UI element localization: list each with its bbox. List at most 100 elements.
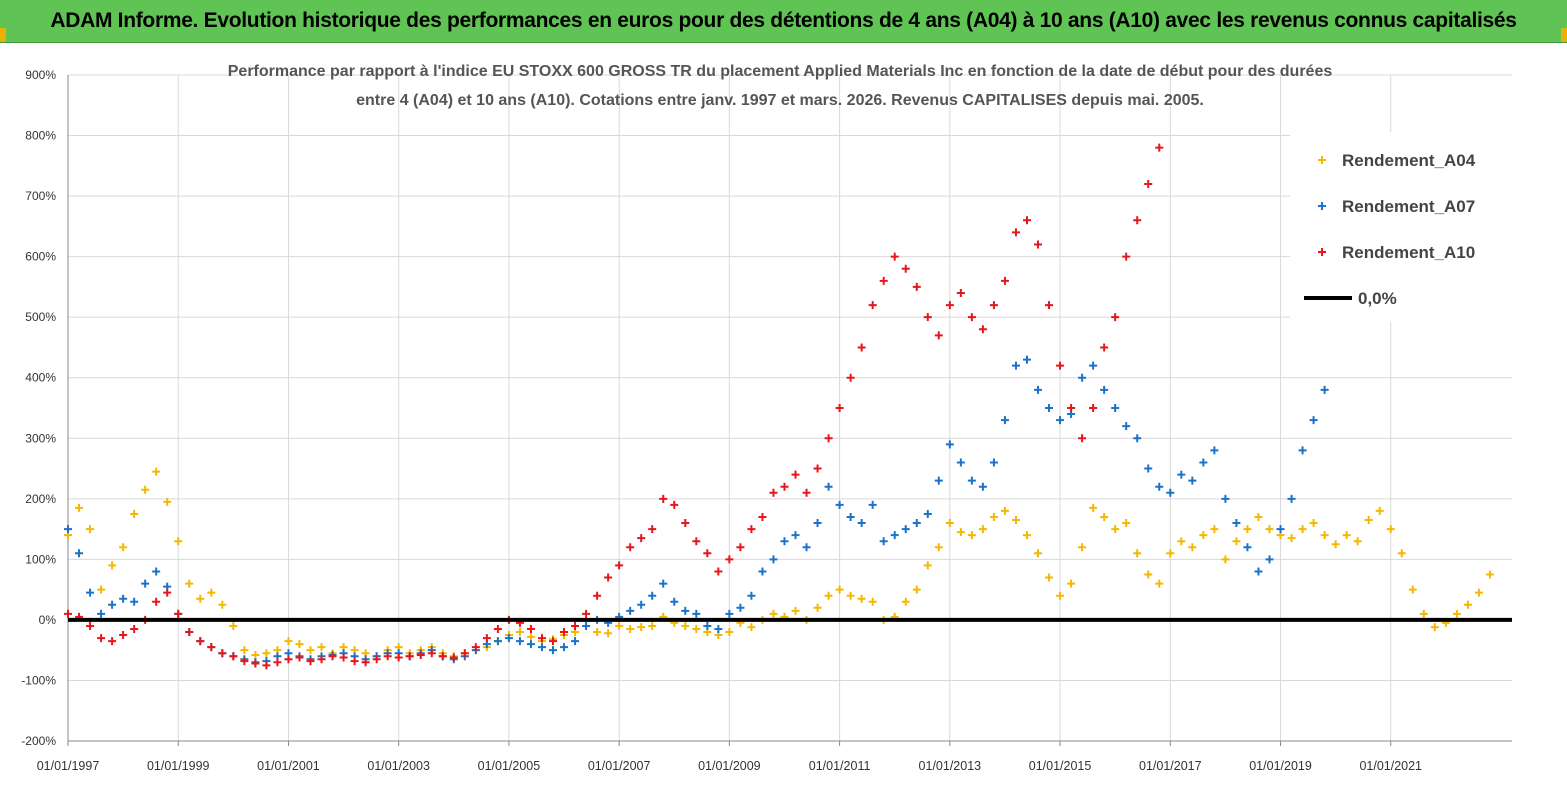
data-point bbox=[1166, 488, 1175, 497]
x-axis-ticks: 01/01/1997 01/01/1999 01/01/2001 01/01/2003… bbox=[37, 759, 1422, 773]
data-point bbox=[659, 494, 668, 503]
y-tick-label: 600% bbox=[25, 250, 56, 264]
data-point bbox=[923, 509, 932, 518]
data-point bbox=[1089, 503, 1098, 512]
x-tick-label: 01/01/2003 bbox=[367, 759, 430, 773]
x-tick-label: 01/01/2009 bbox=[698, 759, 761, 773]
data-point bbox=[802, 488, 811, 497]
data-point bbox=[185, 628, 194, 637]
data-point bbox=[196, 594, 205, 603]
x-tick-label: 01/01/2005 bbox=[478, 759, 541, 773]
data-point bbox=[1419, 609, 1428, 618]
data-point bbox=[1188, 476, 1197, 485]
data-point bbox=[295, 653, 304, 662]
data-point bbox=[813, 519, 822, 528]
data-point bbox=[1309, 519, 1318, 528]
data-point bbox=[549, 637, 558, 646]
data-point bbox=[956, 288, 965, 297]
data-point bbox=[119, 594, 128, 603]
data-point bbox=[626, 624, 635, 633]
x-tick-label: 01/01/1999 bbox=[147, 759, 210, 773]
x-tick-label: 01/01/1997 bbox=[37, 759, 100, 773]
data-point bbox=[923, 561, 932, 570]
chart-subtitle: entre 4 (A04) et 10 ans (A10). Cotations… bbox=[356, 92, 1204, 109]
data-point bbox=[890, 531, 899, 540]
header-bar: ADAM Informe. Evolution historique des p… bbox=[0, 0, 1567, 43]
x-tick-label: 01/01/2021 bbox=[1359, 759, 1422, 773]
data-point bbox=[648, 591, 657, 600]
data-point bbox=[769, 609, 778, 618]
x-tick-label: 01/01/2019 bbox=[1249, 759, 1312, 773]
data-point bbox=[648, 621, 657, 630]
data-point bbox=[1011, 228, 1020, 237]
data-point bbox=[1144, 179, 1153, 188]
data-point bbox=[141, 579, 150, 588]
data-point bbox=[119, 631, 128, 640]
data-point bbox=[152, 567, 161, 576]
data-point bbox=[978, 525, 987, 534]
data-point bbox=[868, 597, 877, 606]
data-point bbox=[130, 509, 139, 518]
data-point bbox=[1022, 531, 1031, 540]
data-point bbox=[1111, 404, 1120, 412]
data-point bbox=[967, 531, 976, 540]
data-point bbox=[1089, 404, 1098, 412]
data-point bbox=[1155, 482, 1164, 491]
data-point bbox=[174, 609, 183, 618]
data-point bbox=[1078, 373, 1087, 382]
data-point bbox=[670, 597, 679, 606]
data-point bbox=[130, 597, 139, 606]
data-point bbox=[482, 634, 491, 643]
data-point bbox=[780, 482, 789, 491]
data-point bbox=[945, 301, 954, 310]
data-point bbox=[361, 658, 370, 667]
data-point bbox=[1331, 540, 1340, 549]
data-point bbox=[1144, 464, 1153, 473]
data-point bbox=[218, 649, 227, 658]
data-point bbox=[791, 606, 800, 615]
data-point bbox=[582, 621, 591, 630]
data-point bbox=[108, 637, 117, 646]
data-point bbox=[736, 603, 745, 612]
data-point bbox=[681, 519, 690, 528]
data-point bbox=[1011, 361, 1020, 370]
data-point bbox=[86, 525, 95, 534]
data-point bbox=[1287, 494, 1296, 503]
data-point bbox=[97, 585, 106, 594]
data-point bbox=[747, 525, 756, 534]
data-point bbox=[560, 628, 569, 637]
data-point bbox=[901, 597, 910, 606]
data-point bbox=[626, 606, 635, 615]
data-point bbox=[549, 646, 558, 655]
y-tick-label: 500% bbox=[25, 310, 56, 324]
data-point bbox=[537, 643, 546, 652]
y-tick-label: 300% bbox=[25, 431, 56, 445]
data-point bbox=[1298, 525, 1307, 534]
data-point bbox=[1133, 549, 1142, 558]
legend-marker bbox=[1318, 156, 1326, 164]
data-point bbox=[1221, 555, 1230, 564]
legend-background bbox=[1290, 132, 1520, 322]
data-point bbox=[1011, 516, 1020, 525]
data-point bbox=[692, 609, 701, 618]
x-tick-label: 01/01/2001 bbox=[257, 759, 320, 773]
data-point bbox=[626, 543, 635, 552]
data-point bbox=[1397, 549, 1406, 558]
data-point bbox=[1056, 361, 1065, 370]
data-point bbox=[945, 440, 954, 449]
corner-mark-left bbox=[0, 28, 6, 42]
series-layer bbox=[64, 143, 1512, 670]
data-point bbox=[75, 503, 84, 512]
data-point bbox=[813, 464, 822, 473]
data-point bbox=[593, 591, 602, 600]
data-point bbox=[185, 579, 194, 588]
data-point bbox=[1485, 570, 1494, 579]
data-point bbox=[1210, 446, 1219, 455]
data-point bbox=[1155, 143, 1164, 152]
data-point bbox=[1122, 252, 1131, 261]
data-point bbox=[934, 476, 943, 485]
data-point bbox=[207, 588, 216, 597]
data-point bbox=[1045, 573, 1054, 582]
data-point bbox=[1100, 343, 1109, 352]
data-point bbox=[769, 488, 778, 497]
